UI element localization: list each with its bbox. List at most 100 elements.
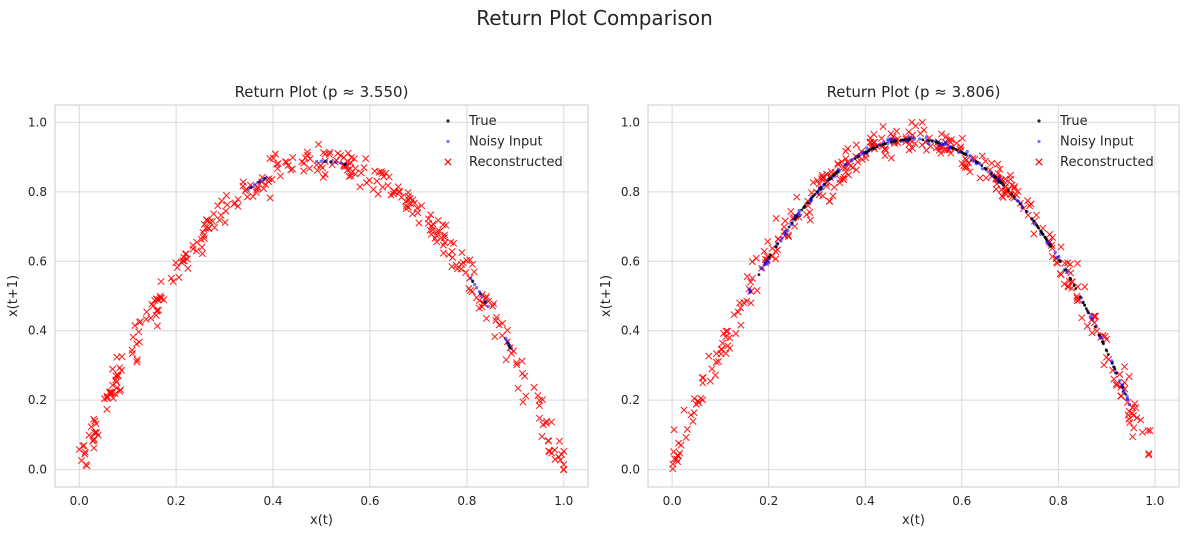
reconstructed-point bbox=[470, 268, 478, 276]
reconstructed-point bbox=[1110, 375, 1118, 383]
x-tick-label: 0.8 bbox=[457, 494, 476, 508]
y-tick-label: 0.6 bbox=[621, 254, 640, 268]
reconstructed-point bbox=[1001, 190, 1009, 198]
reconstructed-point bbox=[748, 274, 757, 282]
reconstructed-point bbox=[918, 118, 926, 126]
true-point bbox=[1072, 284, 1076, 287]
noisy-input-point bbox=[334, 160, 338, 164]
reconstructed-point bbox=[362, 155, 370, 163]
reconstructed-point bbox=[169, 277, 177, 286]
noisy-input-point bbox=[486, 304, 490, 309]
true-point bbox=[263, 176, 267, 180]
reconstructed-point bbox=[415, 219, 423, 227]
reconstructed-point bbox=[772, 255, 780, 263]
x-tick-label: 1.0 bbox=[1145, 494, 1164, 508]
x-axis-label: x(t) bbox=[902, 513, 925, 528]
noisy-input-point bbox=[956, 150, 961, 154]
reconstructed-point bbox=[273, 164, 282, 173]
true-point bbox=[507, 344, 511, 348]
reconstructed-point bbox=[545, 447, 553, 455]
reconstructed-point bbox=[730, 311, 738, 319]
reconstructed-point bbox=[242, 185, 250, 193]
reconstructed-point bbox=[507, 349, 516, 357]
reconstructed-point bbox=[849, 164, 857, 172]
reconstructed-point bbox=[718, 339, 727, 347]
reconstructed-point bbox=[947, 138, 955, 146]
true-point bbox=[1112, 365, 1116, 369]
true-point bbox=[881, 142, 885, 146]
reconstructed-point bbox=[490, 300, 498, 308]
reconstructed-point bbox=[374, 190, 382, 198]
true-point bbox=[1032, 219, 1036, 223]
reconstructed-point bbox=[725, 334, 734, 342]
reconstructed-point bbox=[551, 455, 559, 463]
reconstructed-point bbox=[938, 130, 946, 138]
reconstructed-point bbox=[482, 314, 490, 323]
reconstructed-point bbox=[318, 164, 327, 172]
reconstructed-point bbox=[83, 462, 91, 470]
reconstructed-point bbox=[834, 160, 842, 168]
reconstructed-point bbox=[711, 371, 719, 379]
legend: True Noisy Input Reconstructed bbox=[1035, 114, 1154, 170]
true-point bbox=[901, 138, 905, 142]
reconstructed-point bbox=[708, 365, 716, 373]
reconstructed-point bbox=[1001, 175, 1010, 183]
true-point bbox=[1041, 233, 1045, 236]
true-point bbox=[1000, 181, 1003, 185]
reconstructed-point bbox=[1014, 187, 1022, 195]
reconstructed-point bbox=[230, 200, 238, 208]
reconstructed-point bbox=[198, 250, 206, 258]
reconstructed-point bbox=[433, 228, 441, 236]
true-point bbox=[803, 205, 807, 208]
true-point bbox=[921, 138, 925, 142]
reconstructed-point bbox=[289, 153, 297, 162]
reconstructed-point bbox=[109, 394, 117, 402]
reconstructed-point bbox=[363, 179, 371, 187]
true-point bbox=[1069, 277, 1073, 281]
reconstructed-point bbox=[747, 299, 755, 307]
reconstructed-point bbox=[1129, 433, 1137, 441]
reconstructed-point bbox=[976, 174, 984, 182]
reconstructed-point bbox=[448, 253, 457, 262]
true-point bbox=[1078, 295, 1082, 299]
reconstructed-point bbox=[439, 249, 448, 257]
reconstructed-point bbox=[881, 145, 889, 153]
reconstructed-point bbox=[93, 429, 101, 437]
reconstructed-point bbox=[555, 437, 564, 445]
reconstructed-point bbox=[448, 263, 456, 271]
reconstructed-point bbox=[682, 433, 690, 442]
true-point bbox=[980, 164, 984, 167]
noisy-input-point bbox=[965, 149, 969, 154]
reconstructed-point bbox=[326, 148, 334, 156]
true-point bbox=[787, 225, 791, 229]
reconstructed-point bbox=[996, 165, 1004, 173]
reconstructed-point bbox=[345, 172, 353, 181]
reconstructed-point bbox=[1144, 426, 1152, 435]
reconstructed-point bbox=[690, 409, 698, 417]
reconstructed-point bbox=[842, 168, 850, 176]
reconstructed-point bbox=[303, 151, 312, 159]
reconstructed-point bbox=[112, 376, 120, 384]
reconstructed-point bbox=[1048, 233, 1057, 242]
reconstructed-point bbox=[1064, 259, 1072, 267]
reconstructed-point bbox=[669, 465, 677, 473]
reconstructed-point bbox=[753, 286, 761, 295]
y-tick-label: 0.0 bbox=[621, 463, 640, 477]
legend-label: True bbox=[468, 114, 497, 129]
reconstructed-point bbox=[842, 155, 850, 163]
reconstructed-point bbox=[113, 383, 121, 392]
reconstructed-point bbox=[135, 328, 143, 336]
true-point bbox=[810, 196, 814, 200]
reconstructed-point bbox=[732, 329, 740, 338]
true-point bbox=[823, 182, 826, 186]
reconstructed-point bbox=[737, 321, 745, 329]
reconstructed-point bbox=[351, 170, 359, 178]
true-point bbox=[249, 186, 253, 190]
reconstructed-point bbox=[887, 154, 895, 162]
true-point bbox=[1083, 304, 1087, 307]
y-tick-label: 1.0 bbox=[621, 115, 640, 129]
reconstructed-point bbox=[1131, 400, 1139, 408]
reconstructed-point bbox=[522, 392, 530, 400]
noisy-input-point bbox=[940, 141, 944, 146]
